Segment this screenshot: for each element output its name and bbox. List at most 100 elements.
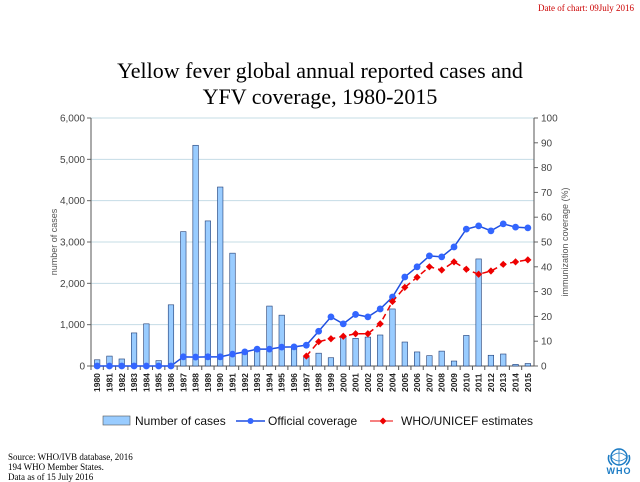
legend-marker-official — [247, 418, 254, 424]
y2-tick-label: 10 — [541, 337, 553, 348]
x-tick-label: 1989 — [203, 373, 213, 392]
y-tick-label: 3,000 — [60, 238, 85, 249]
y2-tick-label: 50 — [541, 238, 553, 249]
bar-cases — [364, 336, 371, 367]
x-tick-label: 2014 — [511, 373, 521, 392]
y-tick-label: 5,000 — [60, 155, 85, 166]
x-tick-label: 2007 — [424, 373, 434, 392]
legend-swatch-cases — [102, 415, 131, 426]
point-who-unicef-estimate — [462, 265, 470, 273]
point-who-unicef-estimate — [438, 266, 446, 274]
x-tick-label: 2015 — [523, 373, 533, 392]
footer-member-states: 194 WHO Member States. — [8, 462, 104, 472]
point-official-coverage — [167, 362, 175, 370]
who-emblem-icon — [607, 448, 631, 466]
y-tick-label: 1,000 — [60, 320, 85, 331]
x-tick-label: 1993 — [252, 373, 262, 392]
point-official-coverage — [376, 305, 384, 313]
point-official-coverage — [142, 362, 150, 370]
bar-cases — [167, 304, 175, 367]
x-tick-label: 2013 — [498, 373, 508, 392]
point-official-coverage — [204, 353, 212, 361]
source-footer: Source: WHO/IVB database, 2016 194 WHO M… — [8, 452, 133, 482]
bar-cases — [278, 314, 285, 367]
x-tick-label: 1988 — [191, 373, 201, 392]
point-who-unicef-estimate — [413, 273, 421, 281]
y2-tick-label: 20 — [541, 312, 553, 323]
y-tick-label: 4,000 — [60, 196, 85, 207]
bar-cases — [340, 336, 347, 367]
bar-cases — [327, 357, 335, 367]
x-tick-label: 2003 — [375, 373, 385, 392]
point-official-coverage — [229, 350, 236, 358]
x-tick-label: 2011 — [474, 373, 484, 392]
bar-cases — [487, 354, 494, 367]
point-official-coverage — [93, 362, 101, 370]
point-official-coverage — [487, 227, 495, 235]
x-tick-label: 1991 — [228, 373, 238, 392]
bar-cases — [377, 334, 384, 367]
y2-tick-label: 70 — [541, 188, 553, 199]
point-official-coverage — [524, 224, 532, 232]
point-who-unicef-estimate — [376, 320, 384, 328]
x-tick-label: 1996 — [289, 373, 299, 392]
x-tick-label: 2010 — [461, 373, 471, 392]
point-who-unicef-estimate — [327, 335, 335, 343]
x-tick-label: 1990 — [215, 373, 225, 392]
point-who-unicef-estimate — [302, 352, 310, 360]
y2-tick-label: 100 — [541, 114, 558, 125]
point-who-unicef-estimate — [499, 260, 507, 268]
point-official-coverage — [241, 348, 249, 356]
x-tick-label: 1983 — [129, 373, 139, 392]
point-who-unicef-estimate — [388, 297, 397, 306]
bar-cases — [524, 363, 531, 367]
point-official-coverage — [302, 341, 310, 349]
bar-cases — [426, 355, 433, 367]
x-tick-label: 2009 — [449, 373, 459, 392]
x-tick-label: 2012 — [486, 373, 496, 392]
bar-cases — [217, 186, 224, 367]
point-official-coverage — [130, 362, 138, 370]
y2-tick-label: 80 — [541, 163, 553, 174]
point-official-coverage — [179, 353, 187, 361]
x-tick-label: 2001 — [351, 373, 361, 392]
bar-cases — [315, 352, 322, 367]
chart-title: Yellow fever global annual reported case… — [0, 58, 640, 110]
x-tick-label: 1998 — [314, 373, 324, 392]
x-tick-label: 2008 — [437, 373, 447, 392]
bar-cases — [204, 220, 211, 367]
bar-cases — [192, 144, 199, 367]
x-tick-label: 2004 — [387, 373, 397, 392]
point-official-coverage — [364, 313, 372, 321]
point-who-unicef-estimate — [351, 330, 360, 338]
x-tick-label: 1994 — [264, 373, 274, 392]
y-tick-label: 2,000 — [60, 279, 85, 290]
bar-cases — [438, 350, 445, 367]
bar-cases — [475, 258, 482, 367]
bar-cases — [229, 252, 236, 367]
bar-cases — [143, 323, 150, 367]
date-of-chart: Date of chart: 09July 2016 — [538, 3, 634, 13]
point-official-coverage — [426, 252, 433, 260]
point-official-coverage — [475, 222, 483, 230]
x-tick-label: 1999 — [326, 373, 336, 392]
bar-cases — [266, 305, 273, 367]
point-who-unicef-estimate — [450, 258, 458, 266]
bar-cases — [414, 351, 421, 367]
point-official-coverage — [413, 263, 421, 271]
point-official-coverage — [216, 353, 224, 361]
bar-cases — [512, 364, 519, 367]
point-official-coverage — [462, 225, 470, 233]
bar-cases — [450, 360, 458, 367]
x-tick-label: 1980 — [92, 373, 102, 392]
bar-cases — [463, 335, 470, 367]
point-official-coverage — [438, 253, 446, 261]
footer-source: Source: WHO/IVB database, 2016 — [8, 452, 133, 462]
x-tick-label: 1982 — [117, 373, 127, 392]
x-tick-label: 2002 — [363, 373, 373, 392]
point-who-unicef-estimate — [524, 256, 532, 264]
legend-label-cases: Number of cases — [135, 414, 226, 428]
point-who-unicef-estimate — [487, 267, 495, 275]
y-tick-label: 0 — [79, 362, 85, 373]
